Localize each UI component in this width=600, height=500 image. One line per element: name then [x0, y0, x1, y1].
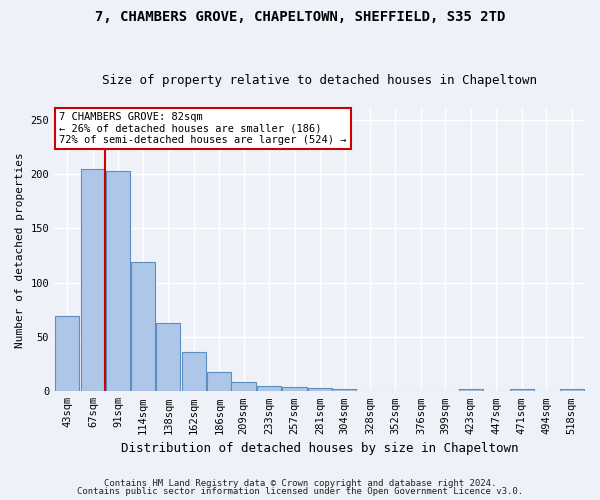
- Bar: [182, 352, 206, 392]
- Bar: [509, 389, 534, 392]
- Bar: [560, 389, 584, 392]
- Text: Contains HM Land Registry data © Crown copyright and database right 2024.: Contains HM Land Registry data © Crown c…: [104, 478, 496, 488]
- Bar: [131, 262, 155, 392]
- Bar: [332, 389, 356, 392]
- Bar: [308, 388, 332, 392]
- Bar: [156, 323, 180, 392]
- Bar: [257, 386, 281, 392]
- Text: 7, CHAMBERS GROVE, CHAPELTOWN, SHEFFIELD, S35 2TD: 7, CHAMBERS GROVE, CHAPELTOWN, SHEFFIELD…: [95, 10, 505, 24]
- Bar: [106, 171, 130, 392]
- Text: Contains public sector information licensed under the Open Government Licence v3: Contains public sector information licen…: [77, 487, 523, 496]
- Bar: [81, 168, 105, 392]
- Y-axis label: Number of detached properties: Number of detached properties: [15, 152, 25, 348]
- Bar: [207, 372, 231, 392]
- Bar: [283, 387, 307, 392]
- X-axis label: Distribution of detached houses by size in Chapeltown: Distribution of detached houses by size …: [121, 442, 518, 455]
- Bar: [458, 389, 483, 392]
- Bar: [55, 316, 79, 392]
- Bar: [232, 382, 256, 392]
- Title: Size of property relative to detached houses in Chapeltown: Size of property relative to detached ho…: [102, 74, 537, 87]
- Text: 7 CHAMBERS GROVE: 82sqm
← 26% of detached houses are smaller (186)
72% of semi-d: 7 CHAMBERS GROVE: 82sqm ← 26% of detache…: [59, 112, 347, 145]
